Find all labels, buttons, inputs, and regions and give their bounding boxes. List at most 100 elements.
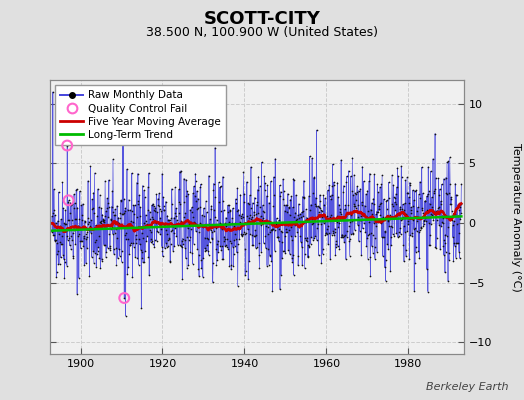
Point <box>419 222 428 229</box>
Point <box>446 181 454 187</box>
Point <box>269 202 278 209</box>
Point <box>376 201 384 208</box>
Point <box>306 207 314 213</box>
Point <box>389 202 397 209</box>
Point <box>283 228 292 235</box>
Point <box>329 161 337 167</box>
Point <box>126 218 135 225</box>
Point <box>86 223 94 230</box>
Point <box>332 238 341 244</box>
Point <box>337 234 346 240</box>
Point <box>387 223 395 230</box>
Point <box>336 211 345 217</box>
Point <box>121 208 129 214</box>
Point <box>434 205 442 212</box>
Point <box>159 203 168 209</box>
Point <box>174 186 183 192</box>
Point <box>314 203 322 210</box>
Point <box>380 264 389 271</box>
Point <box>387 224 396 230</box>
Point <box>184 237 193 244</box>
Point <box>368 211 376 218</box>
Point <box>255 240 263 246</box>
Point <box>423 193 431 199</box>
Point <box>394 234 402 240</box>
Point <box>91 249 99 256</box>
Point <box>340 182 348 189</box>
Point <box>108 224 116 230</box>
Point <box>264 231 272 237</box>
Point <box>374 208 383 215</box>
Point <box>428 203 436 210</box>
Point <box>242 230 250 236</box>
Point <box>212 225 220 231</box>
Point <box>183 188 192 195</box>
Point <box>300 178 308 184</box>
Point <box>441 248 450 255</box>
Point <box>84 218 93 225</box>
Point <box>190 183 198 190</box>
Point <box>56 239 64 246</box>
Point <box>105 230 113 237</box>
Point <box>94 244 103 250</box>
Point <box>104 214 112 220</box>
Point <box>310 234 319 241</box>
Point <box>410 197 418 203</box>
Point <box>406 232 414 238</box>
Point <box>316 207 325 214</box>
Point <box>149 200 157 207</box>
Point <box>289 176 298 182</box>
Point <box>252 232 260 238</box>
Point <box>324 241 332 247</box>
Point <box>196 181 205 188</box>
Point <box>416 178 424 185</box>
Point <box>417 224 425 230</box>
Point <box>162 226 170 233</box>
Point <box>233 185 242 191</box>
Point <box>100 241 108 248</box>
Point <box>226 238 234 244</box>
Point <box>167 228 175 234</box>
Point <box>437 223 445 229</box>
Point <box>440 240 449 247</box>
Point <box>297 244 305 250</box>
Point <box>89 247 97 254</box>
Point <box>372 223 380 230</box>
Point <box>438 219 446 226</box>
Point <box>101 212 110 219</box>
Point <box>159 253 167 260</box>
Point <box>206 227 215 234</box>
Point <box>254 173 263 180</box>
Point <box>248 200 257 206</box>
Point <box>54 261 62 267</box>
Point <box>124 236 133 242</box>
Point <box>132 232 140 238</box>
Point <box>99 218 107 224</box>
Point <box>381 256 390 263</box>
Point <box>258 202 267 208</box>
Point <box>248 242 257 248</box>
Point <box>288 255 296 261</box>
Point <box>88 254 96 260</box>
Point <box>291 220 300 227</box>
Point <box>126 242 134 248</box>
Point <box>110 251 118 257</box>
Point <box>102 249 111 255</box>
Point <box>272 220 280 227</box>
Point <box>211 144 219 151</box>
Point <box>340 239 348 245</box>
Point <box>452 192 461 198</box>
Point <box>382 198 390 204</box>
Point <box>99 217 107 223</box>
Point <box>232 196 240 202</box>
Point <box>281 250 290 256</box>
Point <box>62 228 70 235</box>
Point <box>174 210 183 216</box>
Point <box>147 236 156 242</box>
Point <box>107 204 116 210</box>
Point <box>282 202 291 208</box>
Point <box>182 193 191 199</box>
Point <box>323 226 331 233</box>
Point <box>377 219 385 226</box>
Point <box>148 240 157 247</box>
